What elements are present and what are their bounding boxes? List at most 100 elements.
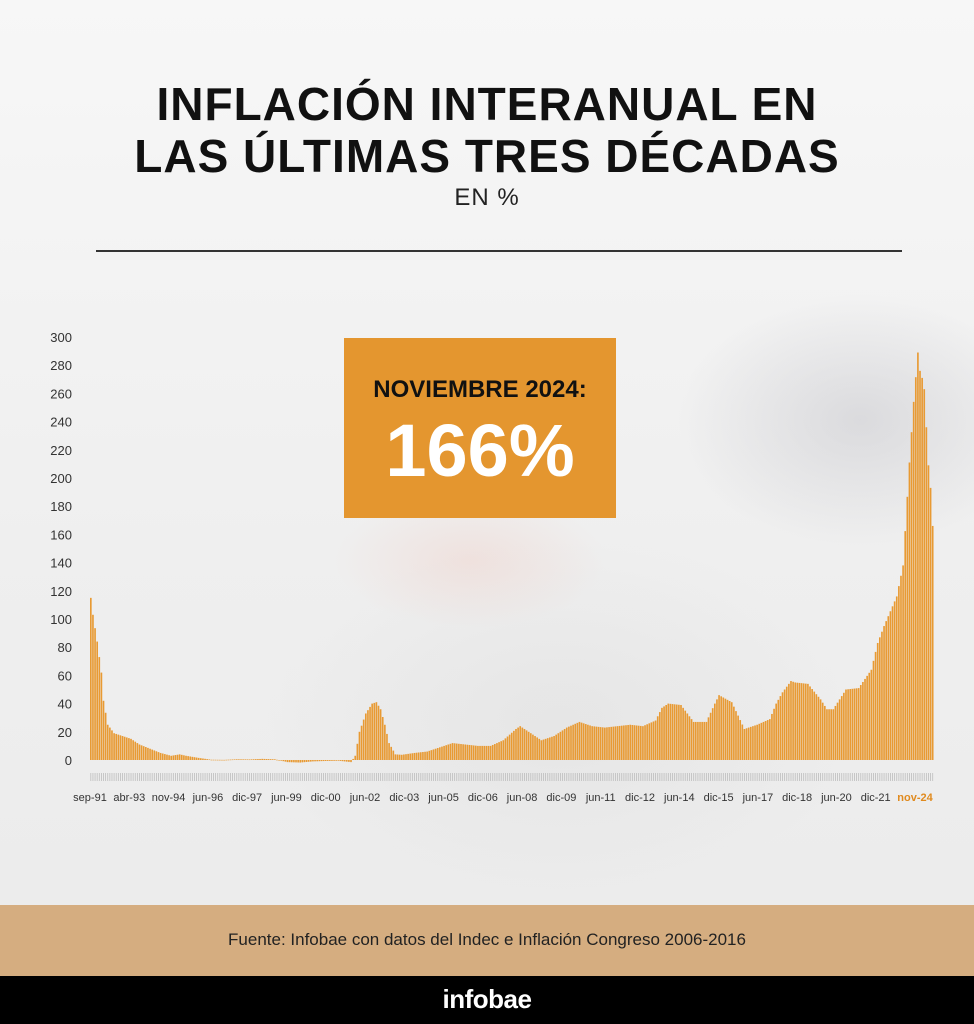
bar (597, 726, 600, 760)
bar (434, 748, 437, 760)
bar (290, 760, 293, 763)
y-tick-label: 260 (50, 386, 72, 401)
bar (692, 721, 695, 760)
title-line-1: INFLACIÓN INTERANUAL EN (156, 78, 818, 130)
bar (140, 745, 143, 760)
bar (671, 704, 674, 760)
bar (303, 760, 306, 763)
footer: Fuente: Infobae con datos del Indec e In… (0, 905, 974, 976)
bar (460, 744, 462, 760)
bar (546, 738, 549, 760)
bar (718, 695, 720, 760)
bar (521, 727, 524, 760)
bar (794, 682, 797, 760)
bar (216, 759, 219, 761)
bar (540, 740, 543, 760)
bar (472, 745, 475, 760)
bar (593, 726, 596, 760)
bar (688, 716, 691, 760)
bar (809, 686, 811, 760)
y-tick-label: 20 (58, 725, 72, 740)
bar (115, 733, 118, 760)
bar (866, 675, 868, 760)
x-tick-label: jun-05 (427, 792, 459, 804)
bar (252, 759, 255, 760)
bar (369, 706, 371, 760)
bar (371, 703, 373, 760)
bar (130, 738, 132, 760)
bar (764, 720, 767, 760)
bar (595, 726, 598, 760)
bar (197, 757, 200, 760)
bar (644, 725, 646, 760)
bar (534, 736, 536, 760)
bar (329, 760, 331, 761)
bar (604, 727, 606, 760)
bar (455, 743, 458, 760)
bar (223, 759, 225, 761)
bar (741, 724, 744, 760)
y-tick-label: 140 (50, 556, 72, 571)
x-tick-label: jun-96 (192, 792, 224, 804)
x-tick-label: jun-11 (585, 792, 616, 804)
bar (648, 723, 651, 760)
bar (113, 733, 115, 760)
bar (193, 757, 196, 760)
callout-value: 166% (385, 409, 575, 492)
bar (925, 427, 928, 760)
bar (343, 760, 346, 762)
bar (868, 672, 871, 760)
bar (189, 756, 192, 760)
bar (813, 691, 816, 760)
bar (487, 745, 490, 760)
bar (335, 760, 338, 761)
bar (754, 725, 756, 760)
bar (199, 758, 202, 760)
bar (568, 726, 570, 760)
bar (555, 734, 558, 760)
bar (305, 760, 308, 762)
bar (284, 760, 287, 762)
bar (178, 754, 181, 760)
bar (914, 377, 917, 760)
bar (117, 734, 120, 760)
bar (92, 614, 94, 760)
bar (449, 743, 452, 760)
bar (464, 744, 467, 760)
bar (295, 760, 297, 763)
bar (419, 752, 422, 760)
bar (377, 705, 380, 760)
bar (309, 760, 312, 762)
x-tick-label: abr-93 (113, 792, 145, 804)
bar (445, 745, 448, 760)
bar (726, 699, 729, 760)
bar (601, 727, 604, 760)
bar (259, 758, 261, 760)
bar (233, 759, 236, 760)
bar (912, 401, 915, 760)
bar (396, 754, 399, 760)
bar (701, 721, 703, 760)
x-tick-label: nov-24 (897, 792, 933, 804)
bar (682, 707, 684, 760)
source-note: Fuente: Infobae con datos del Indec e In… (228, 930, 746, 949)
bar (752, 726, 754, 760)
bar (384, 724, 386, 760)
bar (707, 717, 710, 760)
bar (271, 759, 274, 760)
bar (745, 728, 748, 760)
bar (830, 709, 832, 760)
bar (208, 759, 211, 761)
bar (876, 642, 879, 760)
bar (111, 730, 113, 760)
bar (883, 626, 885, 760)
bar (515, 728, 517, 760)
bar (538, 738, 541, 760)
bar (891, 606, 894, 760)
bar (591, 726, 593, 760)
bar (872, 660, 875, 760)
bar (775, 703, 777, 760)
bar (574, 723, 577, 760)
x-axis-ticks (90, 773, 934, 781)
bar (100, 672, 103, 760)
